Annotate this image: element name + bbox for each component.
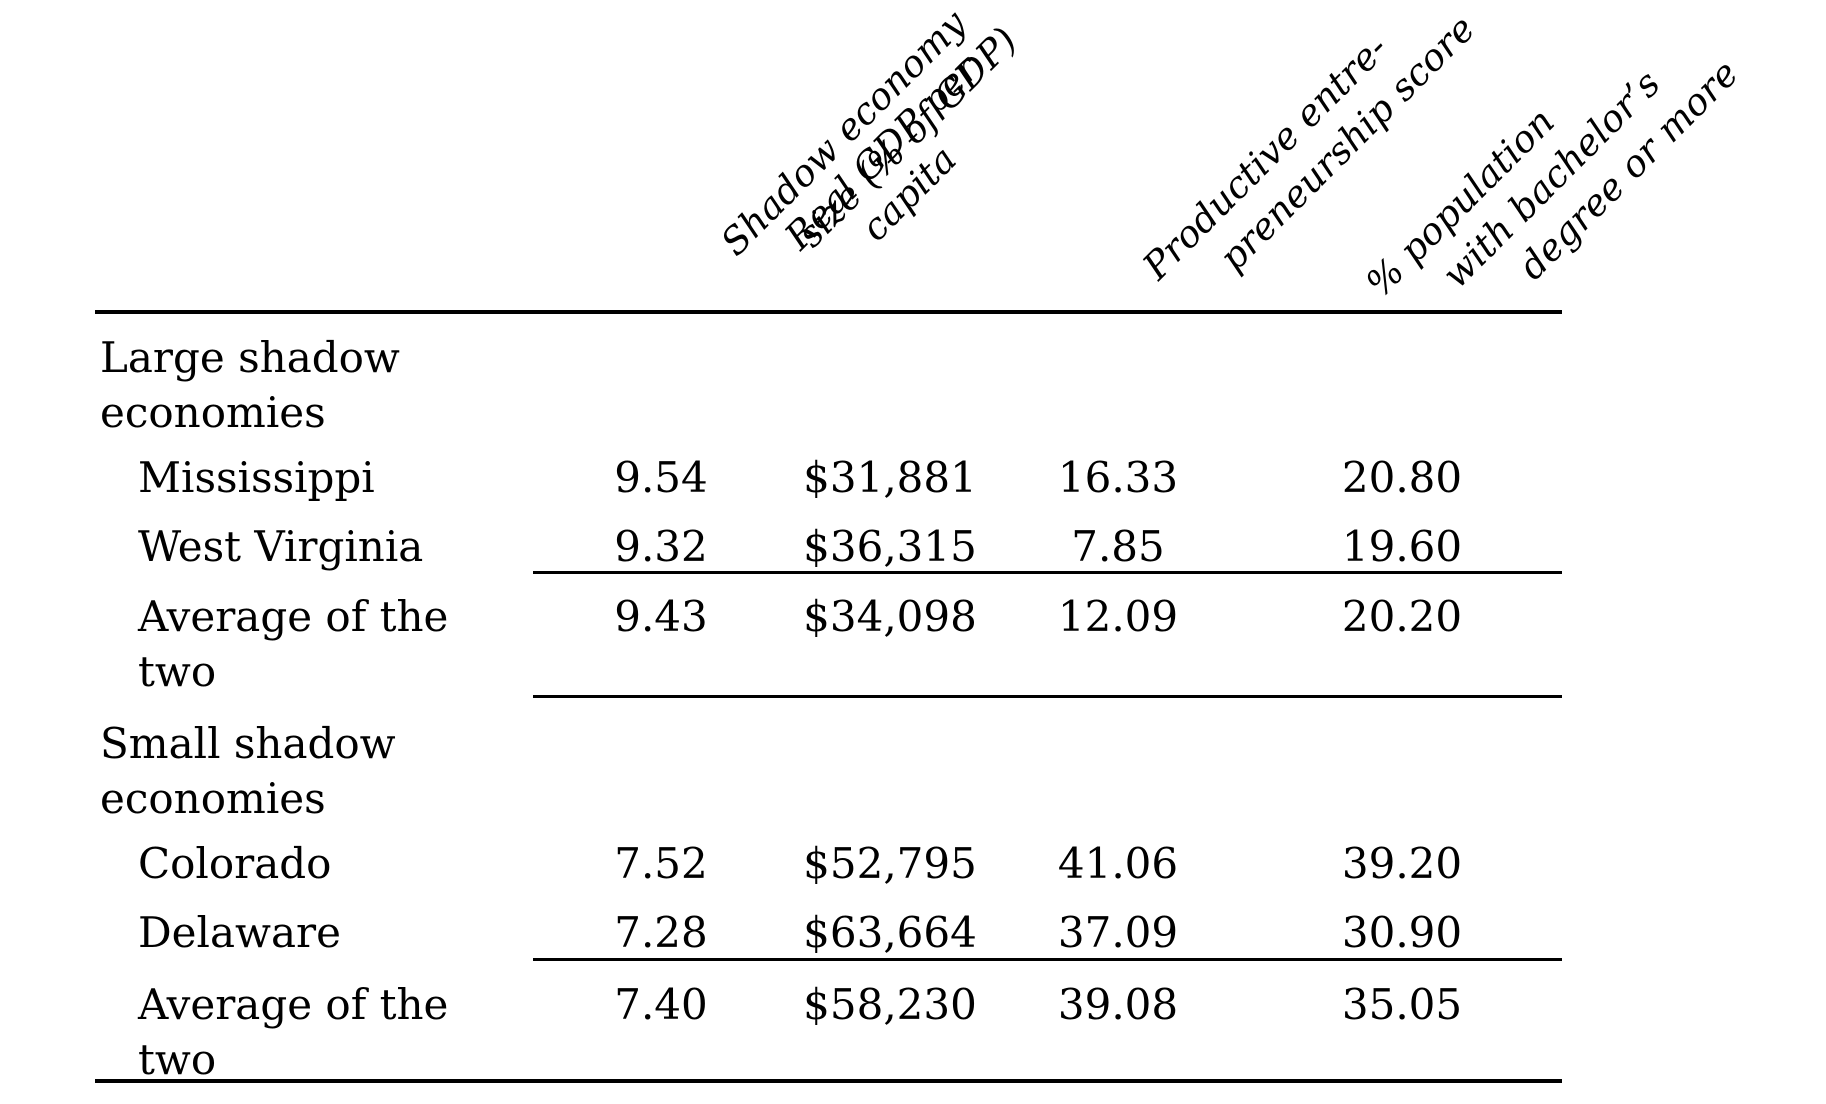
group-header-line: economies: [100, 388, 326, 437]
cell-average-small-gdp: $58,230: [803, 980, 977, 1029]
row-label-colorado: Colorado: [138, 839, 332, 888]
cell-west-virginia-gdp: $36,315: [803, 522, 977, 571]
group-header-large-shadow-economies: Large shadow economies: [100, 330, 400, 440]
cell-average-large-gdp: $34,098: [803, 592, 977, 641]
cell-west-virginia-bachelors: 19.60: [1341, 522, 1463, 571]
cell-mississippi-gdp: $31,881: [803, 453, 977, 502]
cell-delaware-gdp: $63,664: [803, 908, 977, 957]
cell-average-small-entrepreneurship: 39.08: [1057, 980, 1179, 1029]
cell-average-large-entrepreneurship: 12.09: [1057, 592, 1179, 641]
group-header-line: Small shadow: [100, 719, 396, 768]
row-label-delaware: Delaware: [138, 908, 341, 957]
cell-average-small-shadow-size: 7.40: [614, 980, 708, 1029]
cell-delaware-shadow-size: 7.28: [614, 908, 708, 957]
row-label-line: two: [138, 647, 217, 696]
partial-rule-above-average-2: [533, 958, 1562, 961]
table-top-rule: [95, 310, 1562, 314]
cell-colorado-gdp: $52,795: [803, 839, 977, 888]
cell-delaware-bachelors: 30.90: [1341, 908, 1463, 957]
cell-colorado-bachelors: 39.20: [1341, 839, 1463, 888]
cell-west-virginia-entrepreneurship: 7.85: [1071, 522, 1165, 571]
cell-colorado-shadow-size: 7.52: [614, 839, 708, 888]
table-bottom-rule: [95, 1079, 1562, 1083]
row-label-line: two: [138, 1035, 217, 1084]
cell-average-large-bachelors: 20.20: [1341, 592, 1463, 641]
cell-west-virginia-shadow-size: 9.32: [614, 522, 708, 571]
cell-mississippi-entrepreneurship: 16.33: [1057, 453, 1179, 502]
row-label-line: Average of the: [138, 592, 449, 641]
row-label-west-virginia: West Virginia: [138, 522, 424, 571]
group-header-line: Large shadow: [100, 333, 400, 382]
group-header-line: economies: [100, 774, 326, 823]
cell-average-small-bachelors: 35.05: [1341, 980, 1463, 1029]
cell-average-large-shadow-size: 9.43: [614, 592, 708, 641]
row-label-average-large: Average of the two: [138, 589, 448, 699]
row-label-mississippi: Mississippi: [138, 453, 375, 502]
cell-delaware-entrepreneurship: 37.09: [1057, 908, 1179, 957]
cell-mississippi-shadow-size: 9.54: [614, 453, 708, 502]
partial-rule-below-average-1: [533, 695, 1562, 698]
cell-colorado-entrepreneurship: 41.06: [1057, 839, 1179, 888]
partial-rule-above-average-1: [533, 571, 1562, 574]
group-header-small-shadow-economies: Small shadow economies: [100, 716, 396, 826]
row-label-average-small: Average of the two: [138, 977, 448, 1087]
cell-mississippi-bachelors: 20.80: [1341, 453, 1463, 502]
row-label-line: Average of the: [138, 980, 449, 1029]
